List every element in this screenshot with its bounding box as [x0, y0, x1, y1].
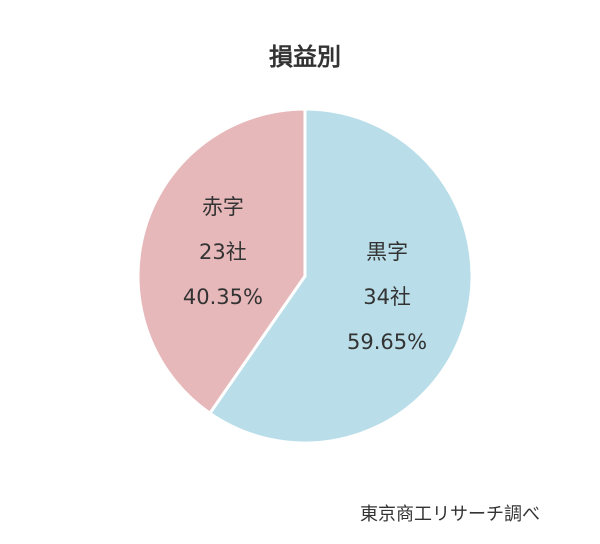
source-note: 東京商工リサーチ調べ: [360, 504, 540, 525]
slice-value-label: 34社: [363, 285, 411, 309]
slice-value-label: 23社: [199, 240, 247, 264]
pie-slice: [207, 107, 474, 445]
pie-slice: [136, 107, 307, 416]
slice-category: 赤字: [202, 195, 244, 219]
slice-percent-label: 59.65%: [347, 330, 427, 354]
slice-percent-label: 40.35%: [183, 285, 263, 309]
chart-title: 損益別: [269, 43, 341, 71]
slice-category: 黒字: [366, 240, 408, 264]
